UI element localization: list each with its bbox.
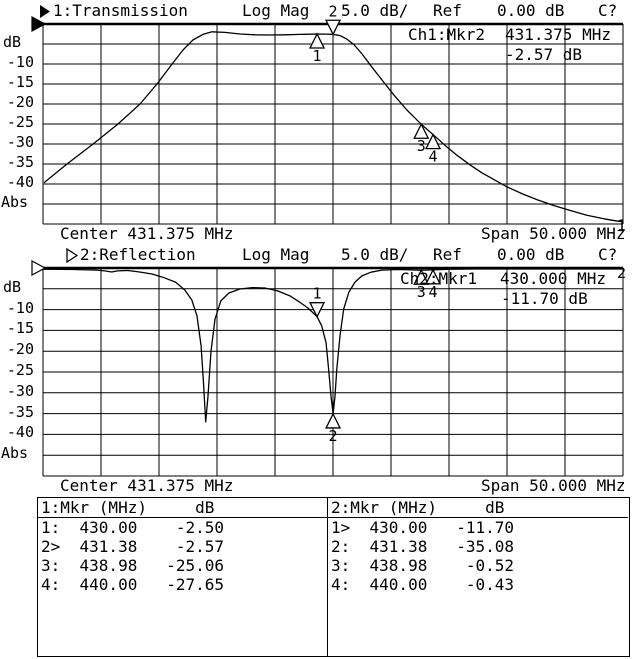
chart1-span: Span 50.000 MHz <box>481 224 626 243</box>
marker-1-icon <box>308 302 326 319</box>
table-row: 4: 440.00 -27.65 <box>41 575 225 594</box>
marker-label: 3 <box>417 137 426 155</box>
chart2-scale: 5.0 dB/ <box>341 245 409 264</box>
chart1-cal-status: C? <box>598 1 618 20</box>
y-axis-label: -30 <box>6 381 34 400</box>
grid-channel-1-arrow-icon <box>31 15 47 33</box>
marker-2-icon <box>325 412 342 429</box>
marker-label: 1 <box>313 47 322 65</box>
y-axis-label: -20 <box>6 340 34 359</box>
y-axis-label: -10 <box>6 298 34 317</box>
marker-4-icon <box>424 133 442 150</box>
table-row: 3: 438.98 -0.52 <box>331 556 515 575</box>
chart1-center-frequency: Center 431.375 MHz <box>60 224 234 243</box>
table-row: 2: 431.38 -35.08 <box>331 537 515 556</box>
marker-table-header: 2:Mkr (MHz) dB <box>328 498 628 518</box>
marker-table-header: 1:Mkr (MHz) dB <box>38 498 327 518</box>
trace-transmission <box>43 31 624 223</box>
chart1-ref-label: Ref <box>433 1 462 20</box>
trace-number: 2 <box>617 264 626 282</box>
y-axis-label: -35 <box>6 153 34 171</box>
y-axis-label: dB <box>3 33 22 51</box>
marker-label: 4 <box>429 283 438 301</box>
marker-table: 1:Mkr (MHz) dB 1: 430.00 -2.50 2> 431.38… <box>37 497 630 657</box>
marker-table-channel2-pane: 2:Mkr (MHz) dB 1> 430.00 -11.70 2: 431.3… <box>327 498 628 656</box>
chart1-ref-value: 0.00 dB <box>497 1 565 20</box>
y-axis-label: -25 <box>6 113 34 131</box>
chart2-marker-readout-channel: Ch2:Mkr1 <box>400 269 478 288</box>
chart2-ref-value: 0.00 dB <box>497 245 565 264</box>
chart2-format: Log Mag <box>242 245 310 264</box>
marker-3-icon <box>413 122 430 139</box>
y-axis-label: -15 <box>6 319 34 338</box>
chart2-cal-status: C? <box>598 245 618 264</box>
marker-1-icon <box>308 32 326 49</box>
chart1-format: Log Mag <box>242 1 310 20</box>
chart2-center-frequency: Center 431.375 MHz <box>60 476 234 495</box>
marker-label: 4 <box>429 148 438 166</box>
marker-3-icon <box>413 268 430 285</box>
y-axis-label: Abs <box>1 193 29 211</box>
chart2-title: 2:Reflection <box>80 245 196 264</box>
chart2-ref-label: Ref <box>433 245 462 264</box>
table-row: 3: 438.98 -25.06 <box>41 556 225 575</box>
marker-2-icon <box>325 19 342 36</box>
chart1-marker-readout-freq: 431.375 MHz <box>505 25 611 44</box>
table-row: 1: 430.00 -2.50 <box>41 518 225 537</box>
table-row: 4: 440.00 -0.43 <box>331 575 515 594</box>
chart1-marker-readout-value: -2.57 dB <box>505 45 583 64</box>
channel-1-arrow-icon <box>40 5 50 18</box>
y-axis-label: Abs <box>1 444 29 463</box>
y-axis-label: -10 <box>6 53 34 71</box>
table-row: 1> 430.00 -11.70 <box>331 518 515 537</box>
y-axis-label: -15 <box>6 73 34 91</box>
y-axis-label: -35 <box>6 402 34 421</box>
chart2-marker-readout-value: -11.70 dB <box>501 289 588 308</box>
chart1-scale: 5.0 dB/ <box>341 1 409 20</box>
marker-label: 2 <box>329 427 338 445</box>
table-row: 2> 431.38 -2.57 <box>41 537 225 556</box>
y-axis-label: -30 <box>6 133 34 151</box>
chart1-marker-readout-channel: Ch1:Mkr2 <box>408 25 486 44</box>
y-axis-label: dB <box>3 277 22 296</box>
marker-label: 1 <box>313 285 322 303</box>
grid-channel-2-arrow-icon <box>31 259 47 277</box>
marker-label: 2 <box>329 2 338 20</box>
trace-reflection <box>43 268 624 423</box>
chart2-marker-readout-freq: 430.000 MHz <box>500 269 606 288</box>
y-axis-label: -40 <box>6 173 34 191</box>
channel-2-arrow-icon <box>66 248 78 263</box>
marker-table-channel1-pane: 1:Mkr (MHz) dB 1: 430.00 -2.50 2> 431.38… <box>38 498 327 656</box>
y-axis-label: -40 <box>6 423 34 442</box>
marker-4-icon <box>424 268 442 285</box>
chart1-title: 1:Transmission <box>53 1 188 20</box>
y-axis-label: -20 <box>6 93 34 111</box>
y-axis-label: -25 <box>6 361 34 379</box>
chart2-span: Span 50.000 MHz <box>481 476 626 495</box>
trace-number: 1 <box>617 217 626 235</box>
marker-label: 3 <box>417 283 426 301</box>
